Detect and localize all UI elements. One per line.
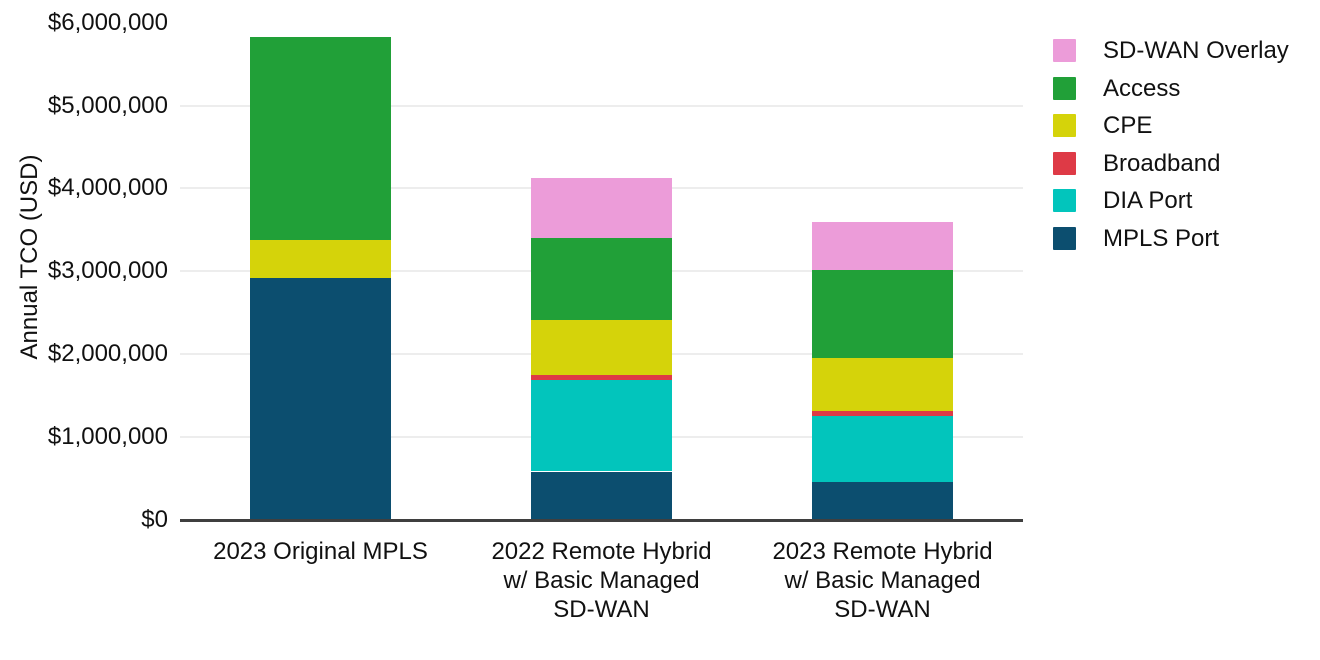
x-tick-label-2023-remote-hybrid-w-basic-managed-sd-wan: 2023 Remote Hybrid w/ Basic Managed SD-WAN — [772, 538, 993, 623]
legend-swatch-broadband — [1053, 151, 1076, 175]
x-tick-label-2023-original-mpls: 2023 Original MPLS — [213, 538, 428, 565]
legend-label: SD-WAN Overlay — [1103, 37, 1289, 64]
legend-label: CPE — [1103, 112, 1153, 139]
y-gridline — [180, 104, 1023, 107]
y-tick-label: $3,000,000 — [47, 257, 168, 285]
legend-label: MPLS Port — [1103, 224, 1220, 252]
legend-item-dia-port[interactable]: DIA Port — [1053, 187, 1193, 214]
legend-item-access[interactable]: Access — [1053, 74, 1181, 102]
legend-item-cpe[interactable]: CPE — [1053, 112, 1153, 139]
bar-segment-2023-remote-hybrid-w-basic-managed-sd-wan-sd-wan-overlay[interactable] — [812, 221, 953, 271]
bar-segment-2023-remote-hybrid-w-basic-managed-sd-wan-dia-port[interactable] — [812, 415, 953, 482]
legend-swatch-mpls-port — [1053, 226, 1076, 250]
x-axis-line — [180, 518, 1023, 522]
bar-segment-2022-remote-hybrid-w-basic-managed-sd-wan-dia-port[interactable] — [531, 379, 672, 472]
bar-segment-2023-remote-hybrid-w-basic-managed-sd-wan-mpls-port[interactable] — [812, 481, 953, 520]
legend-label: DIA Port — [1103, 187, 1193, 214]
legend-swatch-sd-wan-overlay — [1053, 39, 1076, 62]
bar-segment-2023-original-mpls-mpls-port[interactable] — [250, 278, 391, 520]
bar-segment-2023-original-mpls-cpe[interactable] — [250, 240, 391, 279]
bar-segment-2022-remote-hybrid-w-basic-managed-sd-wan-broadband[interactable] — [531, 374, 672, 380]
y-tick-label: $6,000,000 — [47, 8, 168, 36]
y-tick-label: $1,000,000 — [47, 423, 168, 451]
legend-swatch-cpe — [1053, 114, 1076, 137]
y-tick-label: $2,000,000 — [47, 340, 168, 368]
bar-segment-2022-remote-hybrid-w-basic-managed-sd-wan-sd-wan-overlay[interactable] — [531, 178, 672, 238]
legend-label: Broadband — [1103, 149, 1221, 177]
bar-segment-2022-remote-hybrid-w-basic-managed-sd-wan-cpe[interactable] — [531, 319, 672, 375]
bar-segment-2023-original-mpls-access[interactable] — [250, 36, 391, 241]
legend-item-mpls-port[interactable]: MPLS Port — [1053, 224, 1220, 252]
legend-swatch-access — [1053, 76, 1076, 100]
bar-segment-2022-remote-hybrid-w-basic-managed-sd-wan-mpls-port[interactable] — [531, 471, 672, 520]
y-tick-label: $5,000,000 — [47, 91, 168, 119]
legend-label: Access — [1103, 74, 1181, 102]
bar-segment-2023-remote-hybrid-w-basic-managed-sd-wan-cpe[interactable] — [812, 357, 953, 412]
bar-segment-2023-remote-hybrid-w-basic-managed-sd-wan-broadband[interactable] — [812, 411, 953, 416]
legend-swatch-dia-port — [1053, 189, 1076, 212]
y-tick-label: $4,000,000 — [47, 174, 168, 202]
legend-item-broadband[interactable]: Broadband — [1053, 149, 1221, 177]
x-tick-label-2022-remote-hybrid-w-basic-managed-sd-wan: 2022 Remote Hybrid w/ Basic Managed SD-WAN — [491, 538, 712, 623]
bar-segment-2022-remote-hybrid-w-basic-managed-sd-wan-access[interactable] — [531, 237, 672, 320]
legend-item-sd-wan-overlay[interactable]: SD-WAN Overlay — [1053, 37, 1289, 64]
y-tick-label: $0 — [141, 506, 168, 533]
bar-segment-2023-remote-hybrid-w-basic-managed-sd-wan-access[interactable] — [812, 270, 953, 358]
